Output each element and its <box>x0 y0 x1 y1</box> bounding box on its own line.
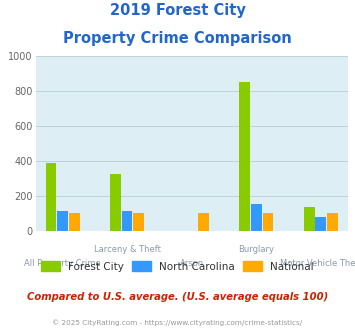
Bar <box>133 213 144 231</box>
Text: © 2025 CityRating.com - https://www.cityrating.com/crime-statistics/: © 2025 CityRating.com - https://www.city… <box>53 319 302 326</box>
Legend: Forest City, North Carolina, National: Forest City, North Carolina, National <box>41 261 314 272</box>
Text: Arson: Arson <box>180 259 204 268</box>
Bar <box>69 213 80 231</box>
Text: Motor Vehicle Theft: Motor Vehicle Theft <box>280 259 355 268</box>
Text: 2019 Forest City: 2019 Forest City <box>110 3 245 18</box>
Bar <box>46 163 56 231</box>
Bar <box>316 217 326 231</box>
Bar <box>239 82 250 231</box>
Bar <box>262 213 273 231</box>
Text: Compared to U.S. average. (U.S. average equals 100): Compared to U.S. average. (U.S. average … <box>27 292 328 302</box>
Text: All Property Crime: All Property Crime <box>24 259 101 268</box>
Bar <box>251 204 262 231</box>
Bar <box>122 212 132 231</box>
Text: Burglary: Burglary <box>238 245 274 254</box>
Text: Property Crime Comparison: Property Crime Comparison <box>63 31 292 46</box>
Text: Larceny & Theft: Larceny & Theft <box>94 245 160 254</box>
Bar <box>327 213 338 231</box>
Bar <box>57 212 68 231</box>
Bar <box>198 213 209 231</box>
Bar <box>304 207 315 231</box>
Bar <box>110 174 121 231</box>
